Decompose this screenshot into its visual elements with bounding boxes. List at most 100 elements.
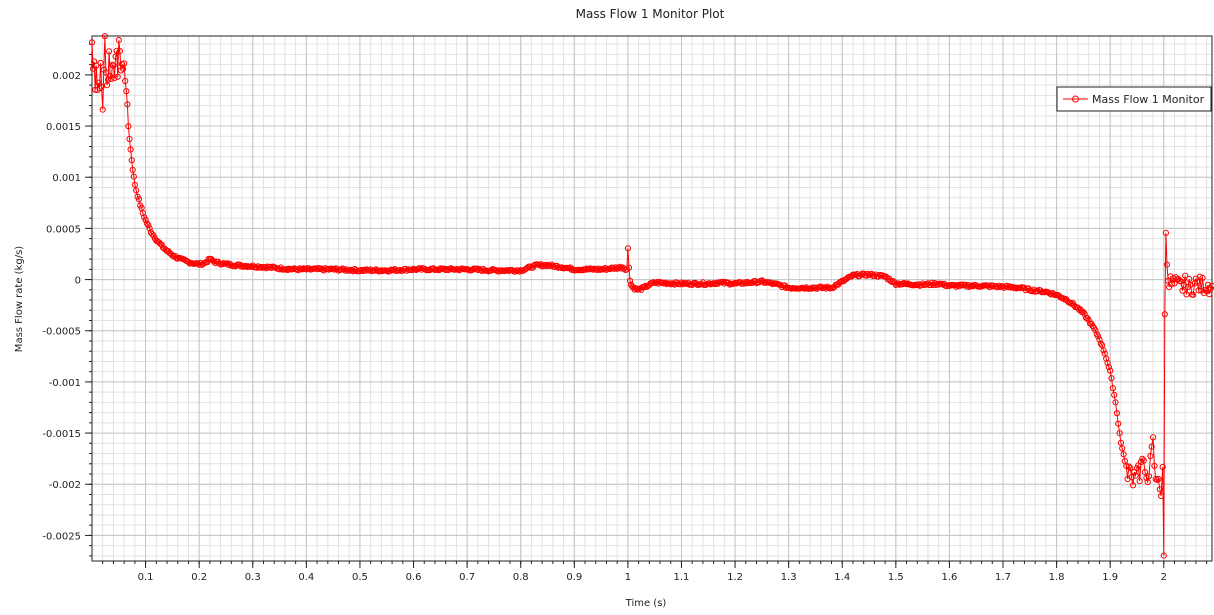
series-layer <box>88 33 1214 559</box>
data-point <box>1182 272 1189 279</box>
data-point <box>1202 287 1209 294</box>
data-point <box>1107 367 1114 374</box>
data-point <box>1050 291 1058 298</box>
x-axis-label: Time (s) <box>625 598 667 609</box>
data-point <box>1117 439 1125 446</box>
data-point <box>1096 336 1103 343</box>
data-point <box>145 222 152 229</box>
data-point <box>1144 478 1151 486</box>
data-point <box>1190 291 1197 298</box>
data-point <box>1125 463 1133 470</box>
data-point <box>116 48 124 55</box>
x-tick-label: 1.1 <box>674 572 690 583</box>
x-tick-label: 1.8 <box>1049 572 1065 583</box>
data-point <box>611 265 618 272</box>
data-point <box>1112 399 1119 406</box>
y-tick-label: -0.0015 <box>42 429 81 440</box>
data-point <box>1160 552 1167 559</box>
legend: Mass Flow 1 Monitor <box>1056 86 1212 112</box>
data-point <box>1129 482 1137 489</box>
data-point <box>1119 445 1126 452</box>
data-point <box>1115 420 1122 427</box>
data-point <box>1132 472 1139 479</box>
data-point <box>210 258 217 265</box>
data-point <box>618 265 625 272</box>
x-tick-label: 0.6 <box>406 572 422 583</box>
data-point <box>95 79 102 86</box>
y-tick-label: 0 <box>75 276 81 287</box>
data-point <box>1163 261 1171 268</box>
data-point <box>1116 430 1123 437</box>
legend-marker <box>1072 95 1079 103</box>
chart-title: Mass Flow 1 Monitor Plot <box>576 7 725 21</box>
data-point <box>106 48 113 55</box>
data-point <box>1103 355 1110 362</box>
data-point <box>98 83 105 90</box>
data-point <box>1128 474 1135 481</box>
data-point <box>122 77 129 85</box>
data-point <box>549 262 557 269</box>
y-tick-label: -0.0025 <box>42 531 81 542</box>
data-point <box>1145 473 1153 480</box>
data-point <box>1136 478 1143 485</box>
y-tick-label: -0.002 <box>49 480 81 491</box>
data-point <box>1108 375 1115 382</box>
data-point <box>102 69 110 76</box>
data-point <box>129 166 136 173</box>
data-point <box>1179 287 1186 294</box>
data-point <box>1111 391 1118 398</box>
data-point <box>1154 476 1161 483</box>
data-point <box>516 268 523 275</box>
data-point <box>315 265 322 272</box>
series-line <box>91 36 1213 556</box>
data-point <box>543 263 550 270</box>
x-tick-label: 1.6 <box>941 572 957 583</box>
data-point <box>128 157 135 164</box>
legend-label: Mass Flow 1 Monitor <box>1092 93 1205 106</box>
data-point <box>115 37 122 44</box>
data-point <box>995 282 1003 289</box>
data-point <box>887 277 894 284</box>
plot-frame <box>91 35 1213 562</box>
data-point <box>112 53 119 60</box>
x-tick-label: 1.7 <box>995 572 1011 583</box>
data-point <box>142 216 149 224</box>
data-point <box>1155 475 1162 483</box>
data-point <box>1124 475 1131 483</box>
y-tick-label: 0.002 <box>52 71 81 82</box>
data-point <box>135 196 142 203</box>
data-point <box>108 75 115 83</box>
data-point <box>1148 443 1155 450</box>
x-tick-label: 0.4 <box>298 572 314 583</box>
data-point <box>1206 291 1213 298</box>
data-point <box>127 146 134 153</box>
data-point <box>92 86 99 93</box>
x-tick-label: 0.5 <box>352 572 368 583</box>
data-point <box>1150 434 1157 441</box>
y-tick-label: -0.001 <box>49 378 81 389</box>
data-point <box>879 272 886 279</box>
data-point <box>1147 452 1154 460</box>
data-point <box>581 266 589 273</box>
data-point <box>1162 229 1170 236</box>
data-point <box>1127 464 1134 471</box>
data-point <box>603 266 610 273</box>
data-point <box>114 73 121 80</box>
y-tick-label: 0.001 <box>52 173 81 184</box>
data-point <box>1140 457 1147 464</box>
x-tick-label: 1.4 <box>834 572 850 583</box>
data-point <box>99 106 106 113</box>
data-point <box>238 262 246 269</box>
y-tick-label: 0.0015 <box>46 122 81 133</box>
x-tick-label: 2 <box>1161 572 1167 583</box>
x-tick-label: 0.8 <box>513 572 529 583</box>
data-point <box>1104 359 1111 366</box>
data-point <box>1152 475 1159 483</box>
data-point <box>1120 451 1127 458</box>
data-point <box>1100 347 1107 354</box>
data-point <box>124 101 131 108</box>
data-point <box>97 59 104 67</box>
data-point <box>1186 276 1193 283</box>
data-point <box>640 283 648 291</box>
